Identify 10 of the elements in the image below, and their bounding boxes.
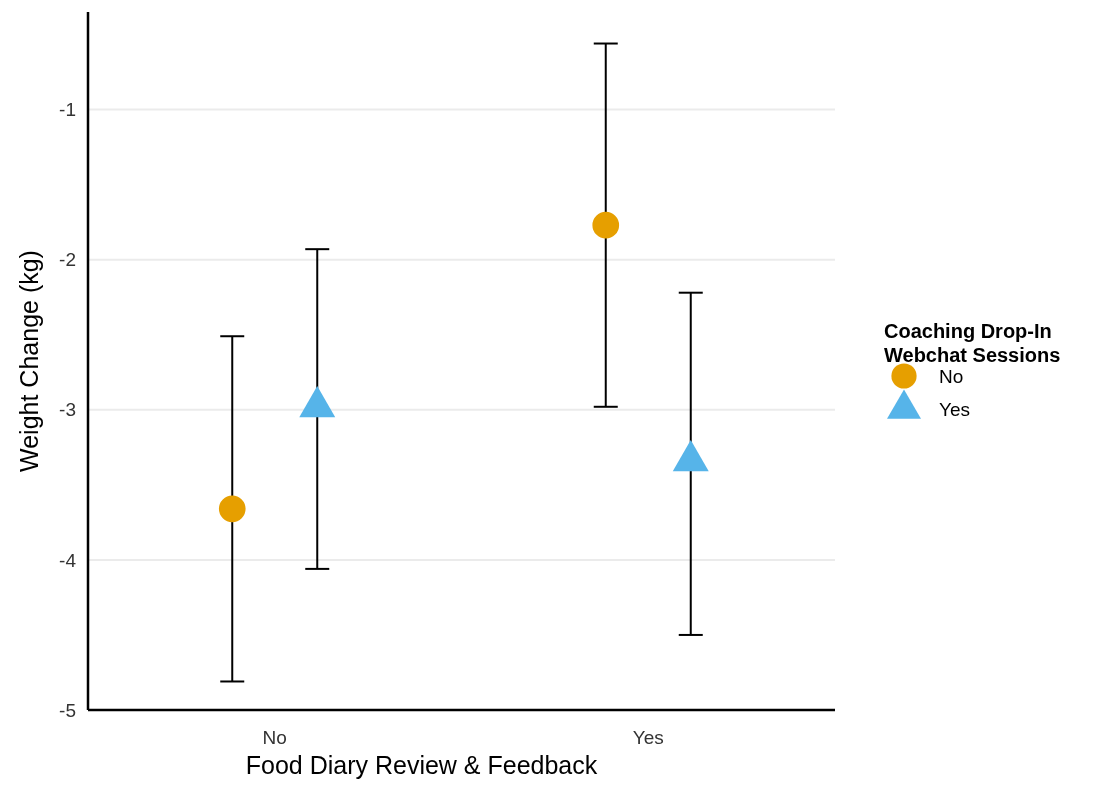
y-tick-label: -5 <box>59 699 76 721</box>
y-tick-label: -4 <box>59 549 77 571</box>
x-axis-title: Food Diary Review & Feedback <box>245 751 598 779</box>
y-tick-label: -2 <box>59 249 76 271</box>
legend-title: Coaching Drop-In Webchat Sessions <box>884 320 1061 366</box>
y-tick-label: -3 <box>59 399 76 421</box>
legend-label: Yes <box>939 398 970 420</box>
y-tick-label: -1 <box>59 99 76 121</box>
legend-label: No <box>939 365 964 387</box>
y-axis-title: Weight Change (kg) <box>15 250 43 472</box>
